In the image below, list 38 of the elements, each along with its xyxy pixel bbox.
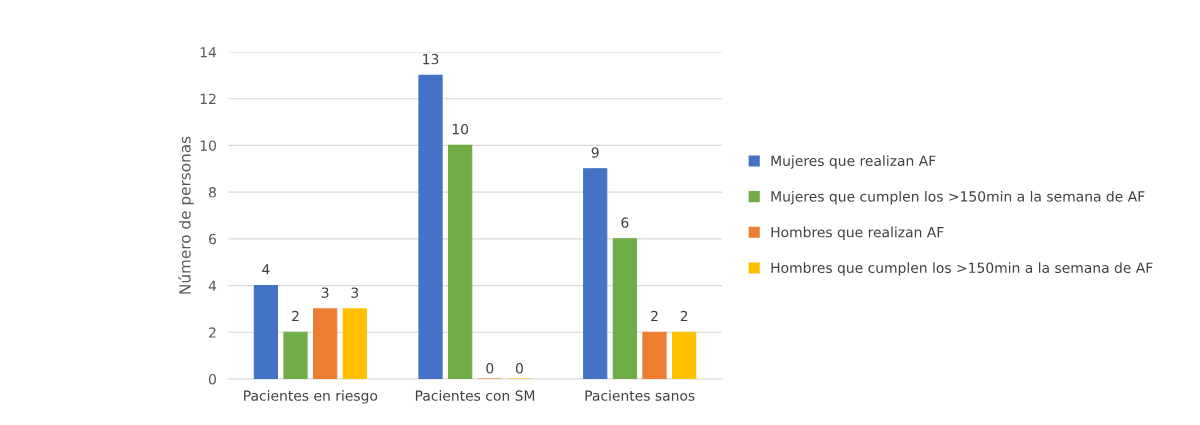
x-tick-label: Pacientes sanos [585,390,695,401]
bar [418,74,443,379]
bar [342,308,367,379]
data-label: 9 [591,147,599,158]
bar [642,331,667,379]
bar [283,331,308,379]
y-tick-label: 2 [209,327,216,338]
data-label: 10 [452,123,469,135]
legend-label: Hombres que realizan AF [771,226,944,241]
bar [583,168,608,379]
data-label: 6 [621,217,629,228]
y-tick-label: 6 [209,233,217,245]
data-label: 0 [486,363,494,374]
bar [313,308,338,379]
legend-label: Mujeres que realizan AF [771,155,936,169]
bar [672,331,697,379]
data-label: 0 [515,363,523,374]
bar [612,238,637,379]
bar [448,144,473,379]
y-tick-label: 10 [200,140,216,151]
data-label: 4 [262,264,270,275]
legend-label: Hombres que cumplen los >150min a la semana de AF [771,262,1153,276]
y-tick-label: 8 [208,187,216,198]
y-tick-label: 4 [208,280,217,291]
data-label: 2 [651,310,658,322]
y-tick-label: 14 [200,47,217,58]
bar [253,285,278,379]
y-tick-label: 0 [208,373,216,385]
y-axis-title: Número de personas [178,136,194,294]
data-label: 13 [423,53,439,65]
data-label: 3 [351,287,359,298]
data-label: 2 [292,310,299,322]
x-tick-label: Pacientes con SM [415,390,535,401]
y-tick-label: 12 [200,93,216,104]
legend-label: Mujeres que cumplen los >150min a la semana de AF [771,190,1145,205]
data-label: 2 [680,310,688,322]
data-label: 3 [321,287,329,298]
x-tick-label: Pacientes en riesgo [244,390,378,404]
